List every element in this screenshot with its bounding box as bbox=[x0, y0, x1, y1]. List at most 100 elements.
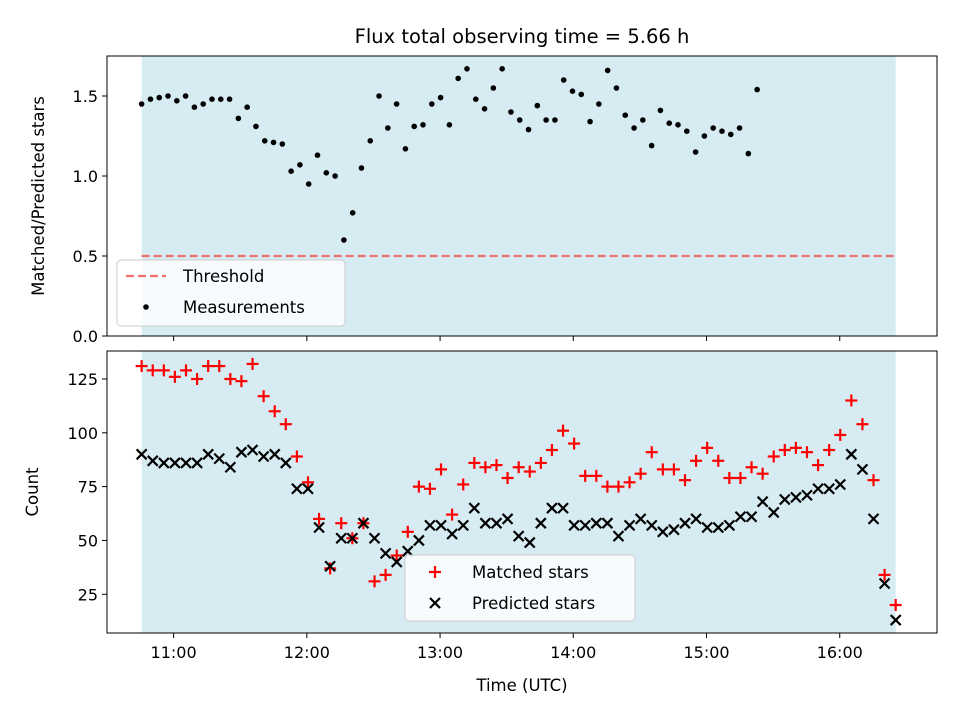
x-tick-label: 13:00 bbox=[417, 643, 463, 662]
predicted-star-point bbox=[634, 513, 647, 525]
matched-star-point bbox=[878, 568, 891, 581]
predicted-star-point bbox=[379, 547, 392, 560]
measurement-point bbox=[534, 102, 541, 109]
top-y-axis-label: Matched/Predicted stars bbox=[29, 96, 48, 296]
matched-star-point bbox=[146, 364, 159, 377]
threshold-legend-label: Threshold bbox=[182, 267, 264, 286]
x-tick-label: 16:00 bbox=[817, 643, 863, 662]
predicted-star-point bbox=[501, 513, 514, 525]
measurement-point bbox=[288, 168, 294, 174]
measurement-point bbox=[446, 122, 453, 128]
predicted-star-point bbox=[169, 457, 181, 469]
matched-star-point bbox=[679, 474, 692, 487]
measurement-point bbox=[516, 117, 523, 123]
predicted-star-point bbox=[268, 448, 281, 461]
matched-star-point bbox=[135, 360, 148, 373]
predicted-star-point bbox=[568, 519, 580, 532]
predicted-star-point bbox=[202, 448, 214, 461]
predicted-star-point bbox=[490, 517, 503, 529]
measurement-point bbox=[508, 109, 514, 115]
measurement-point bbox=[244, 104, 250, 110]
matched-star-point bbox=[213, 360, 226, 373]
matched-star-point bbox=[823, 444, 836, 457]
matched-star-point bbox=[601, 480, 614, 493]
measurement-point bbox=[490, 85, 497, 91]
matched-star-point bbox=[856, 418, 869, 431]
measurement-point bbox=[297, 162, 303, 168]
measurement-point bbox=[411, 123, 418, 130]
measurement-point bbox=[209, 96, 215, 102]
predicted-star-point bbox=[801, 489, 813, 502]
measurement-point bbox=[719, 128, 725, 134]
measurement-point bbox=[200, 101, 206, 107]
predicted-star-point bbox=[457, 519, 470, 532]
measurement-point bbox=[402, 146, 409, 152]
matched-star-point bbox=[224, 372, 237, 385]
measurement-point bbox=[253, 123, 259, 130]
measurement-point bbox=[367, 138, 374, 144]
predicted-star-point bbox=[523, 536, 536, 549]
predicted-star-point bbox=[590, 517, 603, 529]
predicted-star-point bbox=[867, 513, 880, 525]
measurement-point bbox=[323, 170, 330, 176]
predicted-star-point bbox=[723, 519, 736, 532]
matched-star-point bbox=[257, 390, 270, 403]
matched-star-point bbox=[457, 478, 470, 491]
matched-star-point bbox=[512, 461, 525, 474]
predicted-stars-legend-swatch bbox=[429, 597, 441, 609]
measurement-point bbox=[587, 118, 593, 125]
bottom-y-tick-label: 50 bbox=[78, 531, 98, 550]
measurement-point bbox=[499, 66, 505, 72]
measurement-point bbox=[560, 77, 567, 83]
measurements-legend-label: Measurements bbox=[183, 298, 305, 317]
predicted-star-point bbox=[623, 519, 636, 532]
matched-star-point bbox=[446, 508, 459, 521]
predicted-star-point bbox=[313, 521, 325, 534]
measurement-point bbox=[217, 96, 224, 102]
measurement-point bbox=[332, 173, 338, 179]
predicted-star-point bbox=[135, 448, 148, 461]
measurement-point bbox=[235, 115, 242, 122]
predicted-star-point bbox=[767, 506, 780, 519]
x-axis-label: Time (UTC) bbox=[475, 676, 567, 695]
predicted-star-point bbox=[468, 502, 481, 514]
matched-star-point bbox=[290, 450, 303, 463]
predicted-star-point bbox=[213, 452, 226, 465]
measurement-point bbox=[393, 101, 400, 107]
measurement-point bbox=[385, 125, 391, 131]
measurement-point bbox=[745, 150, 752, 157]
measurement-point bbox=[358, 165, 365, 171]
predicted-star-point bbox=[302, 482, 314, 495]
matched-star-point bbox=[812, 459, 825, 472]
measurement-point bbox=[279, 141, 286, 147]
bottom-panel: 25 50 75 100 125 11:00 12:00 13:00 14:00 15:00 16… bbox=[23, 350, 938, 695]
measurement-point bbox=[631, 125, 637, 131]
measurement-point bbox=[147, 96, 154, 102]
measurement-point bbox=[376, 93, 382, 99]
matched-star-point bbox=[723, 472, 736, 485]
top-axes-frame bbox=[106, 55, 938, 337]
measurement-point bbox=[604, 67, 611, 74]
measurement-point bbox=[675, 122, 681, 128]
matched-star-point bbox=[534, 456, 547, 469]
predicted-star-point bbox=[180, 457, 192, 469]
measurement-point bbox=[569, 88, 576, 94]
matched-star-point bbox=[778, 444, 791, 457]
predicted-star-point bbox=[657, 526, 669, 538]
matched-star-point bbox=[468, 456, 481, 469]
matched-star-point bbox=[324, 562, 337, 575]
predicted-star-point bbox=[856, 463, 869, 476]
measurement-point bbox=[666, 120, 673, 126]
top-y-tick-label: 0.5 bbox=[73, 247, 98, 266]
matched-star-point bbox=[701, 441, 714, 454]
matched-star-point bbox=[800, 446, 813, 459]
predicted-star-point bbox=[756, 495, 769, 508]
predicted-star-point bbox=[146, 455, 159, 467]
bottom-y-tick-label: 125 bbox=[67, 370, 98, 389]
bottom-legend: Matched stars Predicted stars bbox=[404, 554, 636, 622]
matched-star-point bbox=[656, 463, 669, 476]
matched-star-point bbox=[612, 480, 625, 493]
measurement-point bbox=[727, 131, 734, 138]
matched-star-point bbox=[313, 512, 326, 525]
